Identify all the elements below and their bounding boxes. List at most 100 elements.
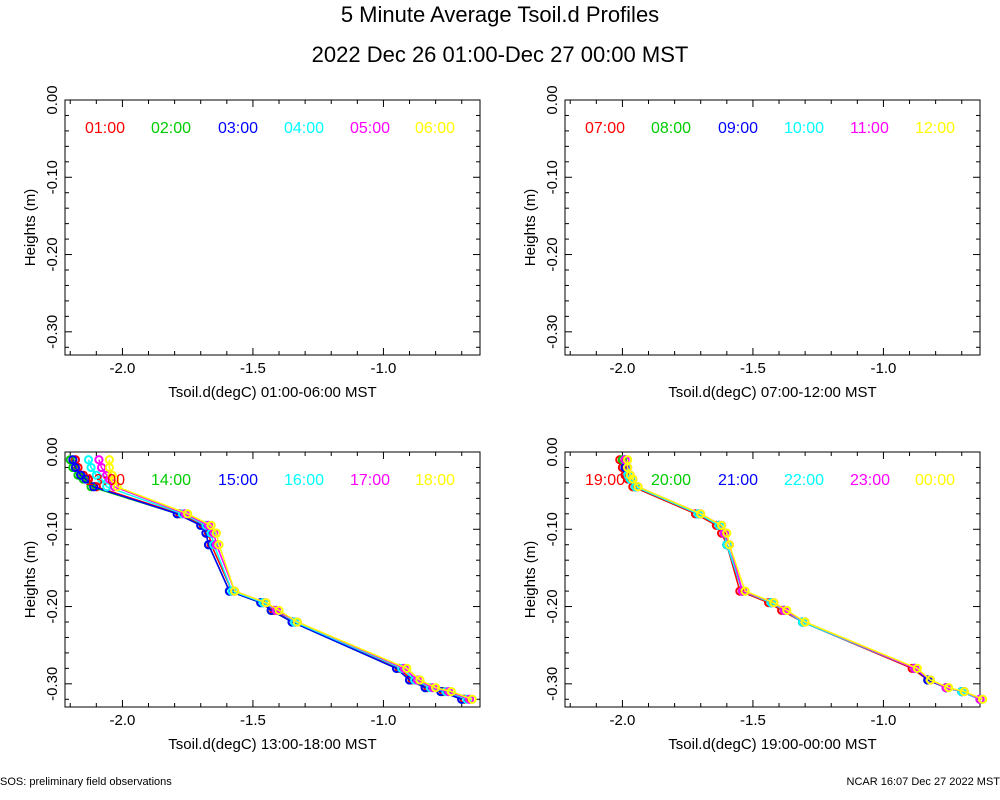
data-point xyxy=(109,474,120,484)
data-point xyxy=(769,598,779,608)
data-point xyxy=(112,482,122,492)
legend-label: 20:00 xyxy=(651,472,691,489)
data-point xyxy=(800,617,810,627)
series-line xyxy=(108,459,473,701)
data-point xyxy=(214,540,224,550)
plot-frame xyxy=(64,99,481,356)
legend-label: 10:00 xyxy=(784,120,824,137)
data-point xyxy=(944,683,954,693)
data-point xyxy=(782,605,792,616)
y-tick-label: -0.20 xyxy=(44,237,61,271)
series-line xyxy=(624,459,981,700)
data-point xyxy=(70,462,81,473)
series-line xyxy=(626,459,983,700)
y-tick-label: -0.30 xyxy=(44,667,61,701)
legend-label: 14:00 xyxy=(151,472,191,489)
data-point xyxy=(68,455,78,465)
x-tick-label: -2.0 xyxy=(609,360,635,377)
legend-label: 05:00 xyxy=(350,120,390,137)
data-point xyxy=(633,482,643,492)
data-point xyxy=(415,675,425,685)
legend-label: 13:00 xyxy=(85,472,125,489)
data-point xyxy=(89,482,99,492)
plot-frame xyxy=(564,99,981,356)
legend-label: 17:00 xyxy=(350,472,390,489)
y-axis-label: Heights (m) xyxy=(522,189,539,267)
x-tick-label: -2.0 xyxy=(109,360,135,377)
y-axis-label: Heights (m) xyxy=(22,541,39,619)
data-point xyxy=(959,686,969,697)
footer-timestamp: NCAR 16:07 Dec 27 2022 MST xyxy=(846,776,1000,788)
series-line xyxy=(87,459,468,701)
x-tick-label: -1.5 xyxy=(740,360,766,377)
x-tick-label: -2.0 xyxy=(609,712,635,729)
data-point xyxy=(230,586,240,596)
data-point xyxy=(467,694,477,704)
panel-3: -2.0 -1.5 -1.0 0.00 -0.10 -0.20 -0.30 Tsoil.d(d… xyxy=(22,437,481,753)
y-tick-label: 0.00 xyxy=(44,437,61,466)
y-tick-label: -0.30 xyxy=(544,315,561,349)
series-line xyxy=(624,459,981,700)
legend-label: 08:00 xyxy=(651,120,691,137)
data-point xyxy=(724,540,735,550)
y-tick-label: -0.10 xyxy=(44,160,61,194)
data-point xyxy=(912,663,922,673)
y-tick-label: -0.30 xyxy=(44,315,61,349)
y-tick-label: 0.00 xyxy=(544,437,561,466)
y-tick-label: -0.10 xyxy=(44,512,61,546)
panel-1: -2.0 -1.5 -1.0 0.00 -0.10 -0.20 -0.30 Tsoil.d(d… xyxy=(22,85,481,401)
data-point xyxy=(628,474,638,484)
legend-label: 22:00 xyxy=(784,472,824,489)
x-axis-label: Tsoil.d(degC) 13:00-18:00 MST xyxy=(168,736,376,753)
chart-title: 5 Minute Average Tsoil.d Profiles xyxy=(340,2,660,27)
legend-label: 00:00 xyxy=(915,472,955,489)
panel-2: -2.0 -1.5 -1.0 0.00 -0.10 -0.20 -0.30 Tsoil.d(d… xyxy=(522,85,981,401)
series-line xyxy=(624,459,981,700)
y-tick-label: -0.10 xyxy=(544,160,561,194)
y-tick-label: -0.30 xyxy=(544,667,561,701)
legend-label: 02:00 xyxy=(151,120,191,137)
x-tick-label: -1.0 xyxy=(870,712,896,729)
y-tick-label: 0.00 xyxy=(544,85,561,114)
x-tick-label: -1.0 xyxy=(370,360,396,377)
x-tick-label: -2.0 xyxy=(109,712,135,729)
legend-label: 23:00 xyxy=(850,472,890,489)
data-point xyxy=(925,675,936,685)
y-tick-label: 0.00 xyxy=(44,85,61,114)
data-point xyxy=(696,509,706,519)
data-point xyxy=(717,520,727,531)
data-point xyxy=(292,617,302,627)
x-tick-label: -1.0 xyxy=(870,360,896,377)
data-point xyxy=(83,455,94,465)
data-point xyxy=(740,586,750,596)
data-point xyxy=(104,462,114,473)
legend-label: 21:00 xyxy=(718,472,758,489)
legend-label: 06:00 xyxy=(415,120,455,137)
x-tick-label: -1.0 xyxy=(370,712,396,729)
legend-label: 07:00 xyxy=(585,120,625,137)
y-tick-label: -0.20 xyxy=(44,589,61,623)
legend-label: 16:00 xyxy=(284,472,324,489)
x-axis-label: Tsoil.d(degC) 01:00-06:00 MST xyxy=(168,384,376,401)
footer-source-note: SOS: preliminary field observations xyxy=(0,776,172,788)
data-point xyxy=(402,663,412,673)
y-axis-label: Heights (m) xyxy=(22,189,39,267)
x-tick-label: -1.5 xyxy=(740,712,766,729)
data-point xyxy=(206,520,216,531)
series-line xyxy=(98,459,470,701)
data-point xyxy=(978,694,988,704)
legend-label: 11:00 xyxy=(850,120,889,137)
data-point xyxy=(431,683,441,693)
y-tick-label: -0.20 xyxy=(544,589,561,623)
legend-label: 09:00 xyxy=(718,120,758,137)
x-axis-label: Tsoil.d(degC) 07:00-12:00 MST xyxy=(668,384,876,401)
data-point xyxy=(86,462,96,473)
panel-4: -2.0 -1.5 -1.0 0.00 -0.10 -0.20 -0.30 Tsoil.d(d… xyxy=(522,437,988,753)
plot-frame xyxy=(564,451,981,708)
plot-frame xyxy=(64,451,481,708)
legend-label: 12:00 xyxy=(915,120,955,137)
legend-label: 01:00 xyxy=(85,120,125,137)
data-point xyxy=(211,528,221,538)
x-tick-label: -1.5 xyxy=(240,712,266,729)
